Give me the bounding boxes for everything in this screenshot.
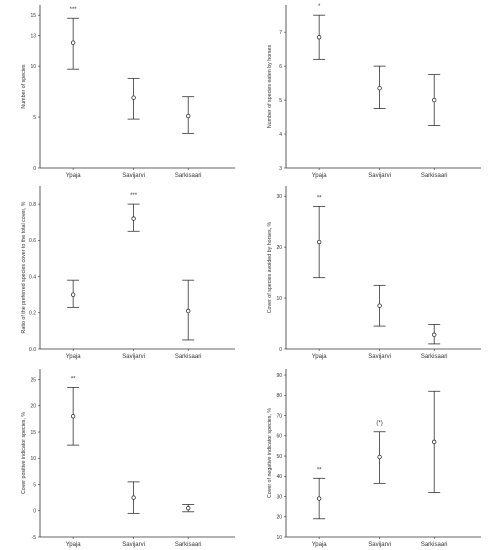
x-tick-label: Ypaja: [312, 354, 328, 360]
x-tick-label: Ypaja: [66, 542, 82, 548]
x-tick-label: Savijarvi: [368, 354, 391, 360]
y-tick-label: 10: [276, 296, 282, 302]
y-tick-label: 30: [276, 494, 282, 500]
y-tick-label: 10: [30, 456, 36, 462]
chart-panel-4: 0 10 20 30 Cover of species avoided by horse…: [267, 186, 481, 360]
x-tick-label: Savijarvi: [122, 542, 145, 548]
x-tick-label: Savijarvi: [122, 173, 145, 179]
mean-point: [70, 40, 76, 45]
mean-point: [377, 85, 382, 91]
y-tick-label: 0.4: [29, 274, 36, 280]
x-tick-label: Savijarvi: [122, 354, 145, 360]
y-tick-label: 7: [279, 30, 282, 36]
chart-panel-2: 3 4 5 6 7 Number of species eaten by horses Yp…: [267, 4, 481, 179]
mean-point: [432, 97, 437, 103]
y-tick-label: 0.6: [29, 238, 36, 244]
y-tick-label: 5: [33, 115, 36, 121]
significance-label: *: [318, 4, 321, 10]
y-tick-label: 40: [276, 474, 282, 480]
x-tick-label: Sarkisaari: [421, 354, 448, 360]
y-tick-label: 5: [279, 98, 282, 104]
significance-label: (*): [376, 421, 382, 427]
x-tick-label: Sarkisaari: [175, 173, 202, 179]
y-tick-label: 0.2: [29, 311, 36, 317]
x-tick-label: Sarkisaari: [421, 173, 448, 179]
y-tick-label: 70: [276, 413, 282, 419]
y-tick-label: 90: [276, 373, 282, 379]
mean-point: [70, 292, 76, 297]
y-axis-label: Cover of species avoided by horses, %: [267, 221, 273, 313]
y-tick-label: 15: [30, 430, 36, 436]
y-tick-label: 20: [30, 404, 36, 410]
x-tick-label: Savijarvi: [368, 173, 391, 179]
mean-point: [316, 496, 322, 501]
significance-label: **: [317, 195, 322, 201]
mean-point: [131, 495, 136, 500]
x-tick-label: Savijarvi: [368, 542, 391, 548]
mean-point: [377, 303, 382, 308]
x-tick-label: Ypaja: [66, 173, 82, 179]
y-axis-label: Number of species: [21, 64, 27, 109]
significance-label: **: [71, 376, 76, 382]
mean-point: [185, 113, 191, 119]
mean-point: [316, 35, 322, 40]
y-tick-label: 6: [279, 64, 282, 70]
mean-point: [432, 439, 437, 445]
chart-panel-5: -5 0 5 10 15 20 25 Cover positive indicator spe…: [21, 369, 235, 548]
y-tick-label: 50: [276, 454, 282, 460]
y-tick-label: 10: [30, 64, 36, 70]
mean-point: [70, 414, 76, 419]
y-tick-label: 20: [276, 245, 282, 251]
x-tick-label: Sarkisaari: [175, 354, 202, 360]
y-tick-label: 0: [279, 347, 282, 353]
y-tick-label: 5: [33, 482, 36, 488]
significance-label: **: [317, 467, 322, 473]
x-tick-label: Sarkisaari: [175, 542, 202, 548]
chart-panel-1: 0 5 10 13 15 Number of species Ypaja *** Savijar…: [21, 5, 235, 179]
y-tick-label: 0: [33, 166, 36, 172]
y-axis-label: Cover positive indicator species, %: [21, 412, 27, 494]
y-axis-label: Ratio of the preferred species cover to …: [21, 201, 27, 333]
y-tick-label: 10: [276, 535, 282, 541]
y-tick-label: 20: [276, 515, 282, 521]
y-tick-label: 0.8: [29, 202, 36, 208]
significance-label: ***: [130, 193, 138, 199]
y-axis-label: Cover of negative indicator species, %: [267, 408, 273, 498]
y-axis-label: Number of species eaten by horses: [267, 44, 273, 128]
chart-panel-6: 10 20 30 40 50 60 70 80 90 Cover of negative indi…: [267, 369, 481, 548]
x-tick-label: Ypaja: [66, 354, 82, 360]
y-tick-label: 30: [276, 194, 282, 200]
y-tick-label: 4: [279, 132, 282, 138]
mean-point: [316, 239, 322, 245]
mean-point: [131, 95, 136, 100]
y-tick-label: 3: [279, 166, 282, 172]
mean-point: [185, 308, 191, 314]
mean-point: [131, 216, 136, 221]
mean-point: [432, 332, 437, 337]
y-tick-label: 15: [30, 13, 36, 19]
x-tick-label: Ypaja: [312, 542, 328, 548]
y-tick-label: 0: [33, 509, 36, 515]
significance-label: ***: [70, 7, 78, 13]
y-tick-label: 25: [30, 377, 36, 383]
y-tick-label: 80: [276, 393, 282, 399]
mean-point: [185, 505, 191, 511]
y-tick-label: 60: [276, 434, 282, 440]
y-tick-label: 0.0: [29, 347, 36, 353]
x-tick-label: Sarkisaari: [421, 542, 448, 548]
x-tick-label: Ypaja: [312, 173, 328, 179]
y-tick-label: -5: [32, 535, 37, 541]
y-tick-label: 13: [30, 33, 36, 39]
mean-point: [377, 454, 382, 460]
